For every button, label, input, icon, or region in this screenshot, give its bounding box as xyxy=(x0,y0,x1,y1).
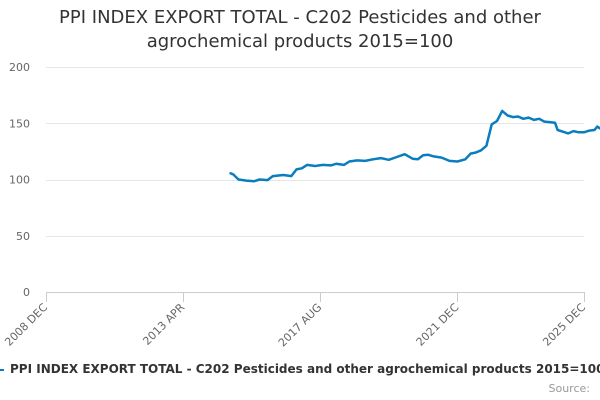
x-tick-label-0: 2008 DEC xyxy=(2,301,50,349)
x-tick-label-2: 2017 AUG xyxy=(276,301,325,350)
y-tick-label-0: 0 xyxy=(23,286,30,299)
series-group xyxy=(229,109,600,183)
x-axis-tick-labels: 2008 DEC 2013 APR 2017 AUG 2021 DEC 2025 DEC xyxy=(2,301,588,350)
x-axis xyxy=(46,292,585,302)
y-axis-tick-labels: 0 50 100 150 200 xyxy=(9,61,30,299)
legend-swatch xyxy=(0,368,4,371)
series-line-0[interactable] xyxy=(229,109,600,183)
x-tick-label-1: 2013 APR xyxy=(140,301,187,348)
x-tick-label-4: 2025 DEC xyxy=(540,301,588,349)
legend-label: PPI INDEX EXPORT TOTAL - C202 Pesticides… xyxy=(10,362,600,376)
source-credit: Source: xyxy=(548,382,591,395)
grid-lines xyxy=(46,67,584,293)
chart-title-line-2: agrochemical products 2015=100 xyxy=(146,31,454,52)
y-tick-label-150: 150 xyxy=(9,117,30,130)
legend[interactable]: PPI INDEX EXPORT TOTAL - C202 Pesticides… xyxy=(0,362,600,376)
x-tick-label-3: 2021 DEC xyxy=(414,301,462,349)
y-tick-label-100: 100 xyxy=(9,174,30,187)
chart-title-line-1: PPI INDEX EXPORT TOTAL - C202 Pesticides… xyxy=(59,7,541,28)
y-tick-label-50: 50 xyxy=(16,230,30,243)
y-tick-label-200: 200 xyxy=(9,61,30,74)
chart-title: PPI INDEX EXPORT TOTAL - C202 Pesticides… xyxy=(0,6,600,54)
